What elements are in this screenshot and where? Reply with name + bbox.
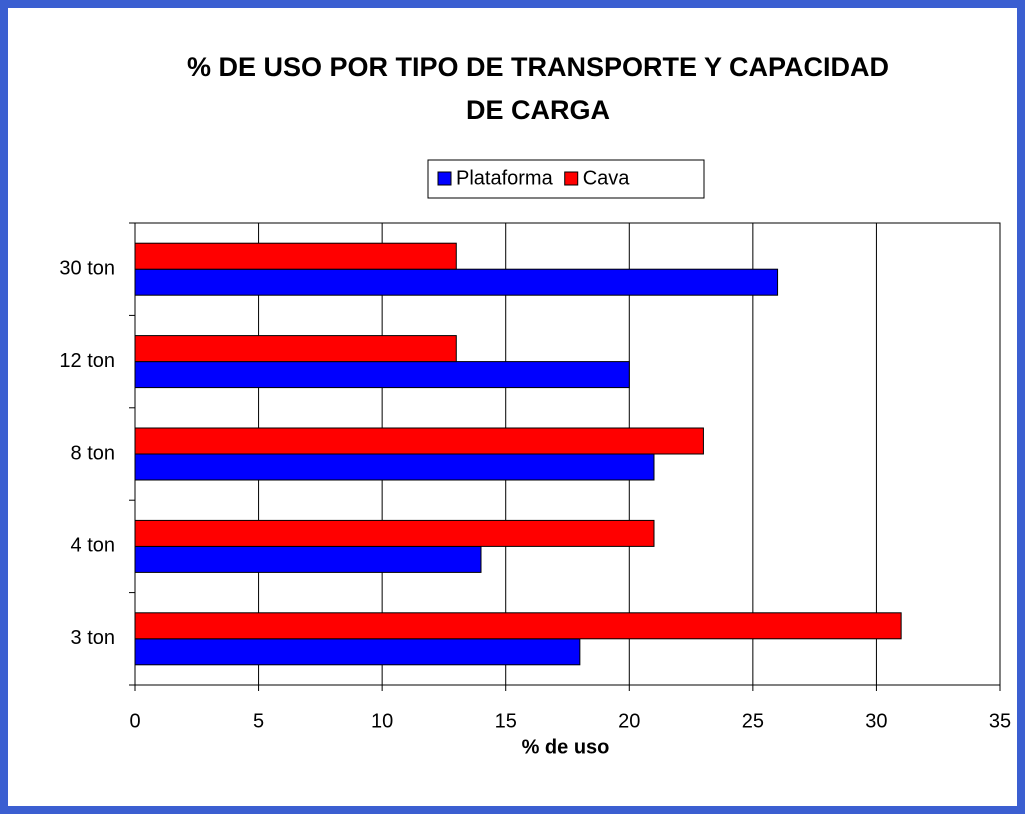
legend-swatch	[564, 171, 579, 186]
bar	[134, 612, 902, 640]
bar	[134, 268, 779, 296]
bar	[134, 519, 655, 547]
x-tick-label: 25	[742, 710, 764, 732]
bar	[134, 335, 457, 363]
x-tick-label: 0	[129, 710, 140, 732]
x-tick-label: 10	[371, 710, 393, 732]
y-tick-label: 8 ton	[71, 442, 115, 464]
bar	[134, 638, 581, 666]
legend-label: Plataforma	[456, 167, 554, 189]
y-tick-label: 12 ton	[59, 350, 115, 372]
legend-label: Cava	[583, 167, 631, 189]
x-tick-label: 15	[495, 710, 517, 732]
x-tick-label: 5	[253, 710, 264, 732]
bar	[134, 427, 704, 455]
bar	[134, 361, 630, 389]
x-tick-label: 20	[618, 710, 640, 732]
legend-swatch	[437, 171, 452, 186]
y-tick-label: 4 ton	[71, 535, 115, 557]
x-tick-label: 30	[865, 710, 887, 732]
chart-title: % DE USO POR TIPO DE TRANSPORTE Y CAPACI…	[186, 52, 890, 125]
bar	[134, 242, 457, 270]
bar	[134, 545, 482, 573]
bar	[134, 453, 655, 481]
y-tick-label: 3 ton	[71, 627, 115, 649]
y-tick-label: 30 ton	[59, 257, 115, 279]
x-tick-label: 35	[989, 710, 1011, 732]
x-axis-label: % de uso	[522, 736, 610, 758]
